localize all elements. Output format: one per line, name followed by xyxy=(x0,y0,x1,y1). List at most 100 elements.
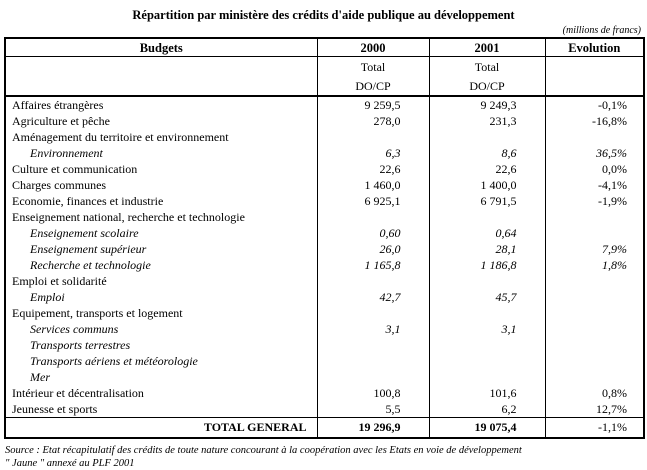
value-2001: 45,7 xyxy=(428,289,545,305)
table-body: Affaires étrangères 9 259,5 9 249,3 -0,1% Ag… xyxy=(5,96,644,418)
value-evolution: -0,1% xyxy=(544,96,644,113)
value-2001: 8,6 xyxy=(428,145,545,161)
value-2000: 6 925,1 xyxy=(316,193,429,209)
row-label: Services communs xyxy=(30,322,119,336)
value-2000 xyxy=(316,369,429,385)
total-value-2000: 19 296,9 xyxy=(316,417,429,438)
unit-note: (millions de francs) xyxy=(562,25,641,36)
value-evolution xyxy=(544,353,644,369)
value-2000: 6,3 xyxy=(316,145,429,161)
value-2000 xyxy=(316,353,429,369)
value-2001 xyxy=(428,273,545,289)
table-row: Transports terrestres xyxy=(5,337,644,353)
value-2000: 1 165,8 xyxy=(316,257,429,273)
row-label: Enseignement national, recherche et tech… xyxy=(12,210,245,224)
table-row: Agriculture et pêche 278,0 231,3 -16,8% xyxy=(5,113,644,129)
row-label: Equipement, transports et logement xyxy=(12,306,183,320)
header-empty xyxy=(5,76,317,97)
row-label: Emploi xyxy=(30,290,65,304)
value-2001: 0,64 xyxy=(428,225,545,241)
value-evolution xyxy=(544,305,644,321)
total-label: TOTAL GENERAL xyxy=(5,417,317,438)
total-row: TOTAL GENERAL 19 296,9 19 075,4 -1,1% xyxy=(5,417,644,438)
value-2000 xyxy=(316,337,429,353)
row-label: Enseignement scolaire xyxy=(30,226,139,240)
value-2000 xyxy=(316,305,429,321)
row-label: Economie, finances et industrie xyxy=(12,194,164,208)
row-label: Enseignement supérieur xyxy=(30,242,147,256)
value-2000: 22,6 xyxy=(316,161,429,177)
value-2001 xyxy=(428,353,545,369)
table-row: Affaires étrangères 9 259,5 9 249,3 -0,1% xyxy=(5,96,644,113)
table-row: Enseignement scolaire 0,60 0,64 xyxy=(5,225,644,241)
header-empty xyxy=(544,76,644,97)
header-year-2000: 2000 xyxy=(316,38,429,57)
source-line-2: " Jaune " annexé au PLF 2001 xyxy=(5,458,135,469)
table-row: Enseignement national, recherche et tech… xyxy=(5,209,644,225)
row-label: Emploi et solidarité xyxy=(12,274,107,288)
row-label: Jeunesse et sports xyxy=(12,402,98,416)
value-2001: 101,6 xyxy=(428,385,545,401)
row-label: Intérieur et décentralisation xyxy=(12,386,144,400)
value-2001: 6 791,5 xyxy=(428,193,545,209)
value-2000: 3,1 xyxy=(316,321,429,337)
header-row-main: Budgets 2000 2001 Evolution xyxy=(5,38,644,57)
value-2001: 22,6 xyxy=(428,161,545,177)
header-evolution: Evolution xyxy=(544,38,644,57)
value-2001 xyxy=(428,337,545,353)
value-evolution: 0,8% xyxy=(544,385,644,401)
row-label: Transports terrestres xyxy=(30,338,131,352)
row-label: Mer xyxy=(30,370,50,384)
header-total-2001: Total xyxy=(428,56,545,76)
value-2000: 9 259,5 xyxy=(316,96,429,113)
header-row-docp: DO/CP DO/CP xyxy=(5,76,644,97)
value-2000: 100,8 xyxy=(316,385,429,401)
table-row: Emploi 42,7 45,7 xyxy=(5,289,644,305)
header-year-2001: 2001 xyxy=(428,38,545,57)
header-row-total: Total Total xyxy=(5,56,644,77)
header-docp-2001: DO/CP xyxy=(428,76,545,97)
value-2001: 1 400,0 xyxy=(428,177,545,193)
table-row: Culture et communication 22,6 22,6 0,0% xyxy=(5,161,644,177)
table-row: Aménagement du territoire et environneme… xyxy=(5,129,644,145)
row-label: Recherche et technologie xyxy=(30,258,151,272)
table-row: Transports aériens et météorologie xyxy=(5,353,644,369)
value-evolution: -1,9% xyxy=(544,193,644,209)
value-2000: 5,5 xyxy=(316,401,429,418)
source-line-1: Source : Etat récapitulatif des crédits … xyxy=(5,445,522,456)
value-2000: 278,0 xyxy=(316,113,429,129)
page-title: Répartition par ministère des crédits d'… xyxy=(132,8,515,22)
value-2000: 1 460,0 xyxy=(316,177,429,193)
value-evolution xyxy=(544,209,644,225)
row-label: Charges communes xyxy=(12,178,107,192)
row-label: Agriculture et pêche xyxy=(12,114,110,128)
value-2001: 1 186,8 xyxy=(428,257,545,273)
value-evolution: 12,7% xyxy=(544,401,644,418)
document-page: Répartition par ministère des crédits d'… xyxy=(0,8,647,469)
header-empty xyxy=(544,56,644,76)
value-evolution xyxy=(544,321,644,337)
value-2001: 6,2 xyxy=(428,401,545,418)
table-row: Jeunesse et sports 5,5 6,2 12,7% xyxy=(5,401,644,418)
value-2001: 9 249,3 xyxy=(428,96,545,113)
value-2000 xyxy=(316,209,429,225)
value-evolution xyxy=(544,337,644,353)
value-2001 xyxy=(428,305,545,321)
value-evolution: 1,8% xyxy=(544,257,644,273)
value-2001 xyxy=(428,209,545,225)
value-2000: 26,0 xyxy=(316,241,429,257)
header-docp-2000: DO/CP xyxy=(316,76,429,97)
row-label: Culture et communication xyxy=(12,162,138,176)
value-evolution: -4,1% xyxy=(544,177,644,193)
total-evolution: -1,1% xyxy=(544,417,644,438)
header-empty xyxy=(5,57,317,77)
table-row: Charges communes 1 460,0 1 400,0 -4,1% xyxy=(5,177,644,193)
row-label: Affaires étrangères xyxy=(12,98,104,112)
table-row: Equipement, transports et logement xyxy=(5,305,644,321)
table-row: Intérieur et décentralisation 100,8 101,6 0… xyxy=(5,385,644,401)
value-evolution xyxy=(544,273,644,289)
value-2000 xyxy=(316,129,429,145)
value-evolution: -16,8% xyxy=(544,113,644,129)
source-note: Source : Etat récapitulatif des crédits … xyxy=(5,444,647,470)
table-row: Mer xyxy=(5,369,644,385)
